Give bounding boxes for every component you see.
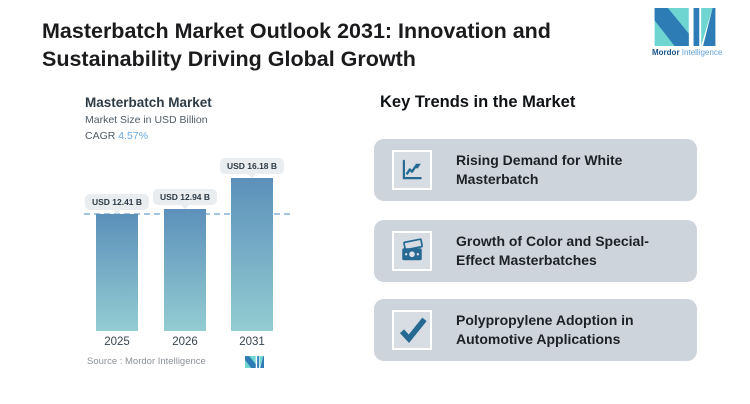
- trend-card-color-special-effect: Growth of Color and Special-Effect Maste…: [374, 220, 697, 282]
- trend-card-label: Rising Demand for White Masterbatch: [456, 152, 623, 187]
- checkmark-icon: [392, 310, 432, 350]
- banknote-icon: [392, 231, 432, 271]
- mordor-logo-wordmark: Mordor Intelligence: [652, 48, 723, 57]
- cagr-value: 4.57%: [118, 130, 149, 142]
- mordor-logo-small: [245, 355, 264, 373]
- mordor-logo: Mordor Intelligence: [652, 8, 723, 57]
- year-label-2031: 2031: [239, 336, 265, 348]
- chart-header: Masterbatch Market Market Size in USD Bi…: [85, 95, 212, 142]
- year-label-2026: 2026: [172, 336, 198, 348]
- source-note: Source : Mordor Intelligence: [87, 356, 206, 367]
- trend-card-label: Growth of Color and Special-Effect Maste…: [456, 233, 649, 268]
- bar-2031: [231, 178, 273, 331]
- trend-up-chart-icon: [392, 150, 432, 190]
- trend-card-white-masterbatch: Rising Demand for White Masterbatch: [374, 139, 697, 201]
- trend-card-label: Polypropylene Adoption in Automotive App…: [456, 312, 634, 347]
- value-label-2031: USD 16.18 B: [219, 158, 285, 174]
- trends-heading: Key Trends in the Market: [380, 93, 576, 111]
- page-title: Masterbatch Market Outlook 2031: Innovat…: [42, 19, 551, 71]
- bar-2025: [96, 214, 138, 331]
- chart-title: Masterbatch Market: [85, 95, 212, 110]
- bar-2026: [164, 209, 206, 331]
- mordor-m-icon: [654, 8, 716, 46]
- value-label-2026: USD 12.94 B: [152, 189, 218, 205]
- trend-card-polypropylene: Polypropylene Adoption in Automotive App…: [374, 299, 697, 361]
- year-label-2025: 2025: [104, 336, 130, 348]
- bar-chart: USD 12.41 B 2025 USD 12.94 B 2026 USD 16.18 …: [0, 0, 350, 404]
- chart-subtitle: Market Size in USD Billion: [85, 114, 208, 126]
- chart-cagr: CAGR 4.57%: [85, 130, 149, 142]
- value-label-2025: USD 12.41 B: [84, 194, 150, 210]
